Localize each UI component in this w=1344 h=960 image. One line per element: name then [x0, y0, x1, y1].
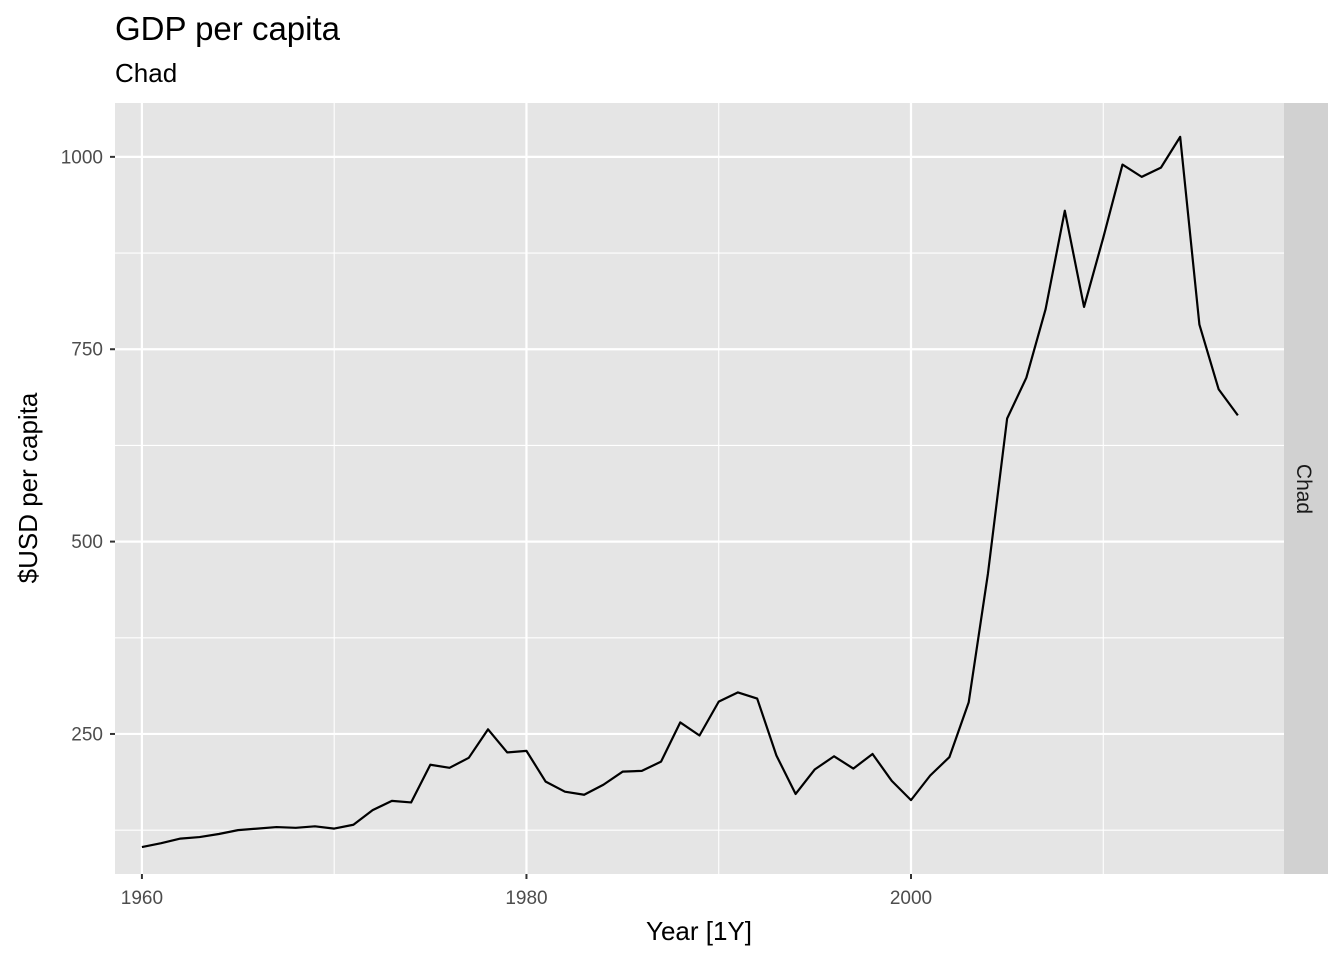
y-tick-label: 250 [71, 724, 103, 745]
facet-strip [1284, 103, 1328, 874]
gdp-series-line [141, 135, 1239, 849]
x-axis-title: Year [1Y] [646, 916, 752, 946]
minor-gridlines [115, 103, 1284, 874]
x-tick-label: 1980 [505, 888, 547, 909]
y-tick-label: 500 [71, 532, 103, 553]
chart-subtitle: Chad [115, 58, 177, 88]
facet-strip-label: Chad [1292, 464, 1315, 514]
major-gridlines [115, 103, 1284, 874]
plot-panel [115, 103, 1284, 874]
y-tick-label: 1000 [61, 147, 103, 168]
x-axis: 1960 1980 2000 [121, 874, 932, 909]
y-tick-label: 750 [71, 340, 103, 361]
y-axis: 250 500 750 1000 [61, 147, 115, 745]
y-axis-title: $USD per capita [13, 392, 43, 583]
x-tick-label: 2000 [890, 888, 932, 909]
x-tick-label: 1960 [121, 888, 163, 909]
chart-title: GDP per capita [115, 10, 341, 47]
